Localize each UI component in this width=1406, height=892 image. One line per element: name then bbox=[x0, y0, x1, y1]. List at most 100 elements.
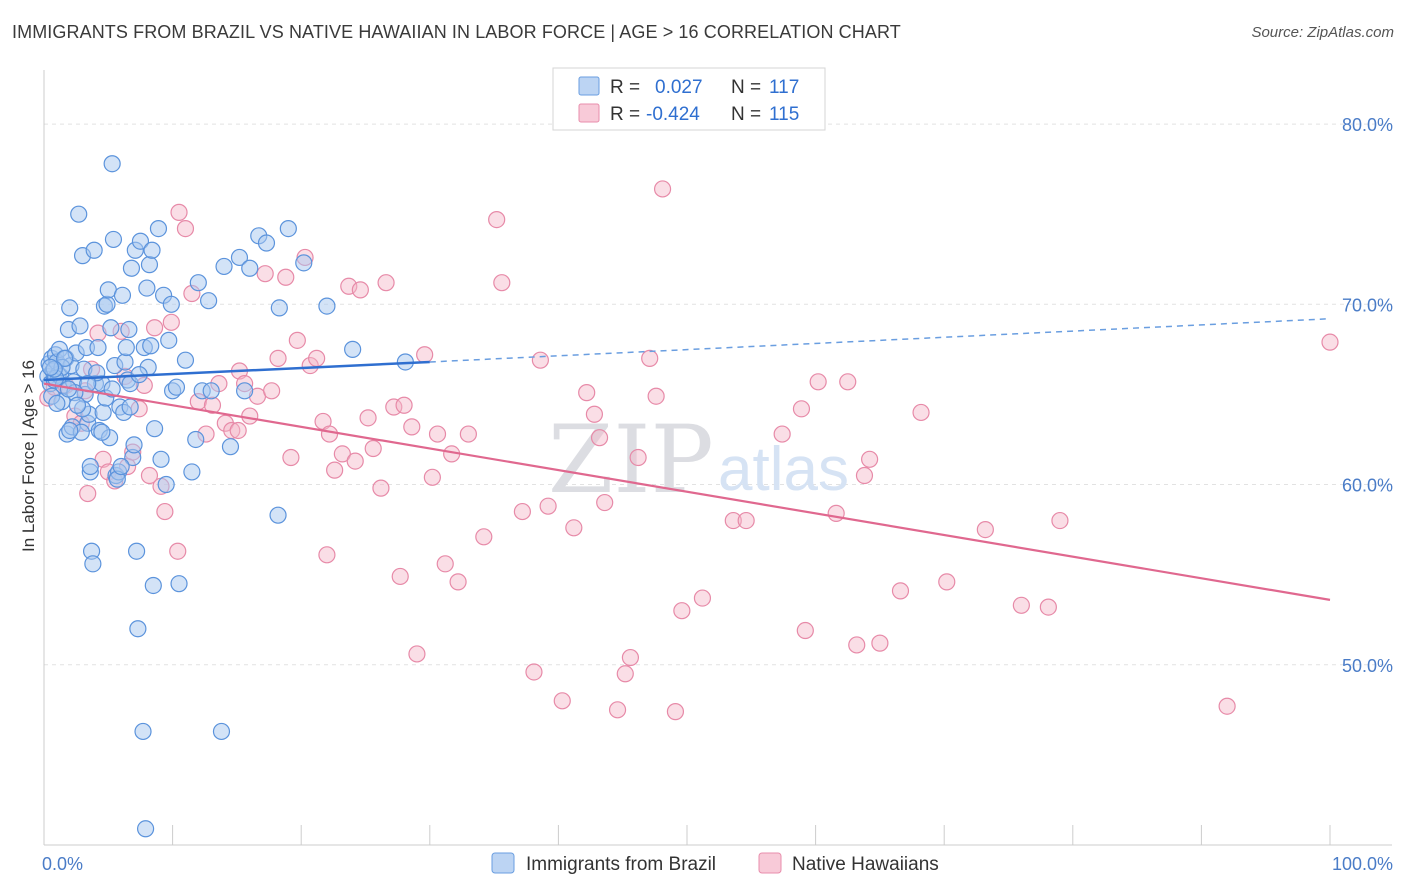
data-point-brazil bbox=[138, 279, 156, 297]
legend-n-label-1: N = bbox=[731, 77, 761, 98]
data-point-hawaiian bbox=[1012, 596, 1030, 614]
data-point-hawaiian bbox=[162, 313, 180, 331]
data-point-hawaiian bbox=[673, 602, 691, 620]
data-point-hawaiian bbox=[578, 384, 596, 402]
data-point-hawaiian bbox=[169, 542, 187, 560]
data-point-brazil bbox=[89, 338, 107, 357]
data-point-hawaiian bbox=[416, 346, 434, 364]
data-point-hawaiian bbox=[839, 373, 857, 391]
data-point-hawaiian bbox=[459, 425, 477, 443]
data-point-hawaiian bbox=[277, 268, 295, 286]
y-tick-label: 60.0% bbox=[1342, 476, 1393, 496]
data-point-hawaiian bbox=[621, 648, 640, 667]
data-point-hawaiian bbox=[359, 409, 377, 427]
data-point-hawaiian bbox=[539, 497, 557, 515]
data-point-hawaiian bbox=[333, 445, 351, 463]
data-point-brazil bbox=[117, 338, 135, 357]
data-point-brazil bbox=[142, 337, 160, 355]
data-point-brazil bbox=[113, 286, 132, 304]
data-point-brazil bbox=[129, 620, 147, 638]
bottom-legend-label-hawaiians: Native Hawaiians bbox=[792, 854, 939, 875]
data-point-brazil bbox=[183, 463, 201, 481]
data-point-brazil bbox=[152, 450, 170, 468]
legend-n-label-2: N = bbox=[731, 104, 761, 125]
data-point-brazil bbox=[136, 820, 155, 838]
data-point-hawaiian bbox=[436, 555, 454, 573]
tick-labels: 50.0% 60.0% 70.0% 80.0% 0.0% 100.0% bbox=[42, 115, 1393, 874]
data-point-brazil bbox=[230, 248, 249, 267]
data-point-hawaiian bbox=[364, 439, 382, 458]
data-point-hawaiian bbox=[1051, 511, 1069, 530]
data-point-hawaiian bbox=[1218, 697, 1236, 715]
data-point-brazil bbox=[200, 292, 218, 310]
data-point-hawaiian bbox=[301, 356, 319, 375]
data-point-hawaiian bbox=[391, 567, 409, 586]
y-tick-label: 70.0% bbox=[1342, 295, 1393, 315]
data-point-hawaiian bbox=[493, 274, 511, 292]
data-point-hawaiian bbox=[525, 663, 543, 681]
data-point-hawaiian bbox=[408, 645, 426, 663]
trend-line-hawaiian bbox=[43, 382, 1331, 601]
data-point-hawaiian bbox=[653, 180, 672, 198]
data-point-brazil bbox=[279, 220, 297, 238]
data-point-brazil bbox=[160, 331, 178, 349]
data-point-hawaiian bbox=[792, 400, 811, 418]
data-point-hawaiian bbox=[170, 203, 188, 221]
data-point-hawaiian bbox=[475, 528, 493, 546]
data-point-hawaiian bbox=[449, 573, 467, 591]
legend-swatch-pink bbox=[578, 103, 600, 123]
legend-r-value-2: -0.424 bbox=[646, 104, 700, 125]
bottom-legend-swatch-blue bbox=[491, 852, 515, 874]
data-point-hawaiian bbox=[693, 589, 712, 607]
data-point-brazil bbox=[103, 155, 121, 173]
data-point-brazil bbox=[104, 230, 123, 249]
data-point-hawaiian bbox=[488, 210, 506, 229]
data-point-brazil bbox=[157, 475, 175, 494]
data-point-hawaiian bbox=[629, 448, 647, 467]
data-point-brazil bbox=[318, 297, 336, 315]
data-point-hawaiian bbox=[531, 351, 549, 369]
grid-lines bbox=[44, 123, 1392, 666]
data-point-brazil bbox=[71, 317, 89, 335]
data-point-hawaiian bbox=[553, 692, 571, 710]
x-tick-label: 0.0% bbox=[42, 854, 83, 874]
data-point-brazil bbox=[61, 299, 79, 317]
data-point-hawaiian bbox=[372, 479, 390, 497]
data-point-hawaiian bbox=[79, 484, 97, 503]
data-point-hawaiian bbox=[229, 421, 247, 440]
data-point-brazil bbox=[70, 205, 88, 223]
data-point-hawaiian bbox=[403, 418, 421, 436]
data-point-hawaiian bbox=[94, 450, 112, 468]
bottom-legend-label-brazil: Immigrants from Brazil bbox=[526, 854, 716, 875]
data-point-brazil bbox=[144, 576, 162, 595]
watermark-atlas: atlas bbox=[718, 435, 849, 504]
data-point-brazil bbox=[215, 257, 233, 276]
data-point-brazil bbox=[125, 436, 143, 454]
data-point-hawaiian bbox=[318, 546, 336, 564]
data-point-hawaiian bbox=[724, 511, 742, 530]
data-point-hawaiian bbox=[647, 387, 665, 405]
data-point-hawaiian bbox=[428, 425, 447, 443]
data-point-hawaiian bbox=[288, 331, 306, 349]
x-tick-label: 100.0% bbox=[1332, 854, 1393, 874]
data-point-hawaiian bbox=[616, 665, 634, 683]
data-point-hawaiian bbox=[773, 425, 791, 443]
data-point-brazil bbox=[241, 259, 259, 277]
data-point-brazil bbox=[103, 380, 121, 398]
data-point-brazil bbox=[167, 378, 186, 396]
axes bbox=[43, 70, 1392, 846]
data-point-hawaiian bbox=[1039, 598, 1057, 616]
data-point-hawaiian bbox=[871, 634, 889, 652]
data-point-hawaiian bbox=[827, 504, 845, 522]
data-point-hawaiian bbox=[145, 319, 164, 337]
trend-line-brazil bbox=[43, 360, 430, 382]
data-point-hawaiian bbox=[861, 450, 879, 468]
trend-line-brazil-extension bbox=[429, 317, 1331, 363]
data-point-hawaiian bbox=[241, 407, 259, 425]
data-point-hawaiian bbox=[320, 425, 339, 443]
data-point-hawaiian bbox=[269, 349, 287, 367]
series-legend: Immigrants from Brazil Native Hawaiians bbox=[491, 852, 939, 875]
source-credit: Source: ZipAtlas.com bbox=[1251, 24, 1394, 41]
series-immigrants-from-brazil bbox=[39, 155, 414, 838]
